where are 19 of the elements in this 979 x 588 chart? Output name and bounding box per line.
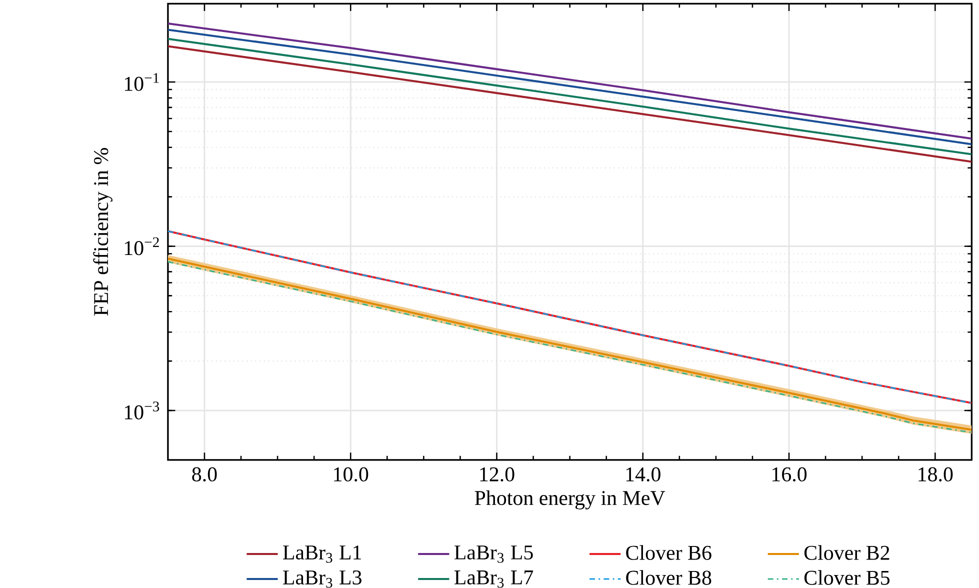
x-tick-label: 12.0 [480, 467, 514, 482]
y-tick-label: 10$^{−3}$ [124, 402, 160, 420]
legend-label: Clover B5 [804, 570, 890, 585]
legend-label: LaBr$_{3}$ L1 [283, 546, 361, 563]
x-tick-label: 10.0 [334, 467, 368, 482]
x-tick-label: 16.0 [772, 467, 807, 482]
legend-label: Clover B8 [626, 570, 712, 585]
x-tick-label: 18.0 [918, 467, 953, 482]
x-axis-title: Photon energy in MeV [474, 490, 666, 510]
legend-label: Clover B2 [804, 545, 890, 560]
legend-label: Clover B6 [626, 545, 712, 560]
x-tick-label: 14.0 [626, 467, 660, 482]
y-axis-title: FEP efficiency in % [93, 148, 112, 316]
x-tick-label: 8.0 [192, 467, 217, 482]
legend-label: LaBr$_{3}$ L5 [454, 546, 533, 563]
y-tick-label: 10$^{−1}$ [124, 73, 159, 91]
legend-label: LaBr$_{3}$ L3 [283, 570, 362, 588]
y-tick-label: 10$^{−2}$ [124, 237, 159, 256]
legend-label: LaBr$_{3}$ L7 [454, 570, 534, 588]
